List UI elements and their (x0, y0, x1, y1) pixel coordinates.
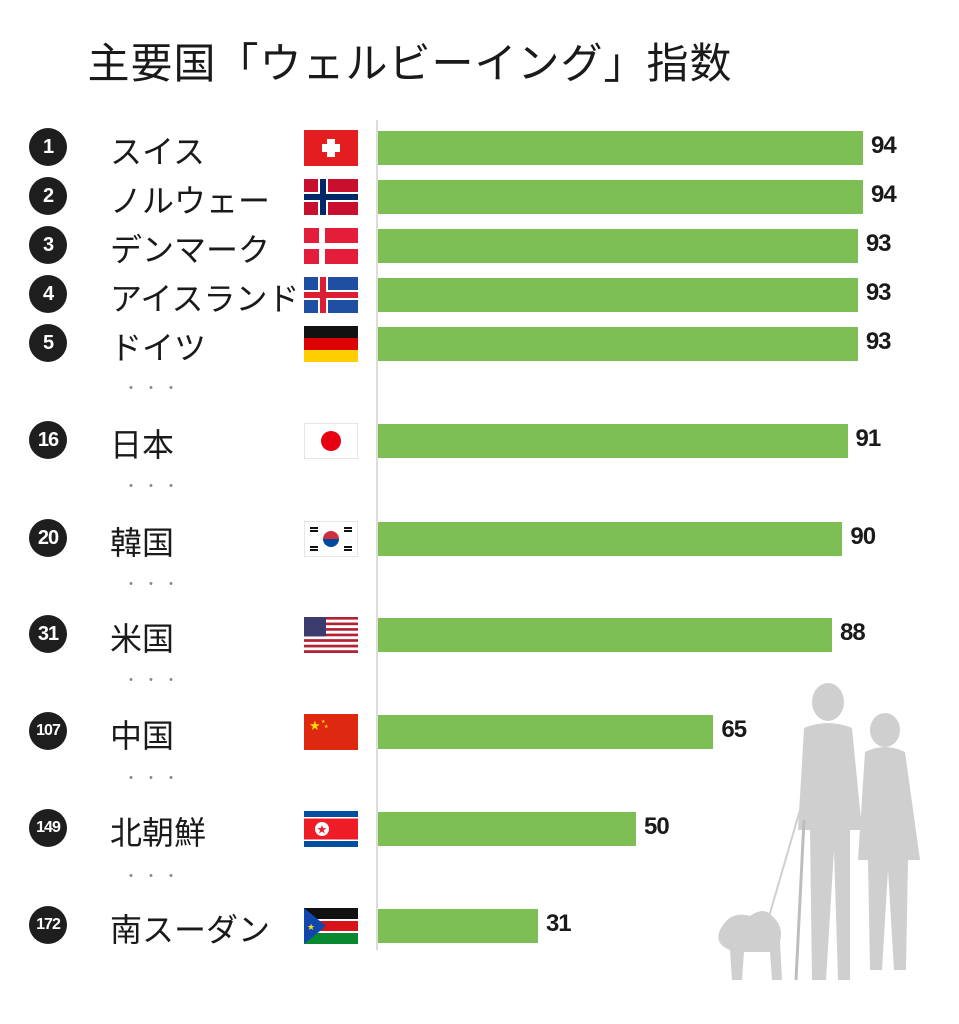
bar (378, 424, 848, 458)
north-korea-flag: ★ (304, 811, 358, 847)
bar (378, 522, 843, 556)
bar (378, 327, 858, 361)
country-label: 中国 (110, 717, 175, 755)
gap-marker: ・・・ (124, 479, 184, 495)
south-korea-flag (303, 520, 359, 558)
rank-badge: 4 (29, 275, 67, 313)
rank-badge: 20 (29, 519, 67, 557)
china-flag: ★ ★ ★ (304, 714, 358, 750)
country-label: 韓国 (110, 524, 175, 562)
bar (378, 180, 863, 214)
bar-row: 16 日本 91 (0, 415, 959, 464)
axis-line (376, 120, 378, 950)
bar-row: 20 韓国 90 (0, 513, 959, 562)
svg-text:★: ★ (307, 923, 315, 933)
rank-badge: 5 (29, 324, 67, 362)
chart-title: 主要国「ウェルビーイング」指数 (87, 39, 733, 88)
usa-flag (304, 617, 358, 653)
svg-text:★: ★ (324, 724, 329, 730)
bar-row: 4 アイスランド 93 (0, 269, 959, 318)
germany-flag (304, 326, 358, 362)
rank-badge: 172 (29, 906, 67, 944)
country-label: アイスランド (110, 280, 300, 318)
bar (378, 812, 636, 846)
rank-badge: 149 (29, 809, 67, 847)
value-label: 88 (840, 619, 866, 646)
rank-badge: 31 (29, 615, 67, 653)
rank-badge: 3 (29, 226, 67, 264)
denmark-flag (304, 228, 358, 264)
value-label: 93 (865, 279, 892, 306)
country-label: スイス (110, 133, 206, 171)
gap-marker: ・・・ (124, 673, 184, 689)
bar-row: 107 中国 ★ ★ ★ 65 (0, 706, 959, 755)
bar-row: 3 デンマーク 93 (0, 220, 959, 269)
elderly-couple-with-dog-illustration (718, 683, 920, 981)
country-label: 北朝鮮 (110, 814, 207, 852)
bar (378, 131, 863, 165)
bar (378, 715, 714, 749)
norway-flag (304, 179, 358, 215)
gap-marker: ・・・ (124, 577, 184, 593)
value-label: 91 (855, 425, 882, 452)
bar (378, 909, 538, 943)
country-label: ドイツ (110, 329, 207, 367)
rank-badge: 16 (29, 421, 67, 459)
country-label: 南スーダン (110, 911, 271, 949)
value-label: 94 (871, 181, 897, 208)
gap-marker: ・・・ (124, 771, 184, 787)
value-label: 65 (721, 716, 747, 743)
iceland-flag (304, 277, 358, 313)
bar (378, 618, 833, 652)
value-label: 50 (643, 813, 670, 840)
bar-row: 5 ドイツ 93 (0, 318, 959, 367)
bar-row: 2 ノルウェー 94 (0, 171, 959, 220)
value-label: 90 (850, 523, 876, 550)
bar-row: 31 米国 88 (0, 609, 959, 658)
country-label: ノルウェー (110, 182, 271, 220)
svg-text:★: ★ (309, 719, 321, 734)
japan-flag (303, 422, 359, 460)
switzerland-flag (304, 130, 358, 166)
gap-marker: ・・・ (124, 381, 184, 397)
south-sudan-flag: ★ (304, 908, 358, 944)
rank-badge: 1 (29, 128, 67, 166)
rank-badge: 2 (29, 177, 67, 215)
svg-text:★: ★ (321, 719, 326, 725)
country-label: 米国 (110, 620, 175, 658)
gap-marker: ・・・ (124, 869, 184, 885)
bar-row: 1 スイス 94 (0, 122, 959, 171)
rank-badge: 107 (29, 712, 67, 750)
svg-text:★: ★ (317, 823, 328, 837)
value-label: 94 (871, 132, 897, 159)
value-label: 31 (545, 910, 572, 937)
country-label: デンマーク (110, 231, 271, 269)
value-label: 93 (865, 230, 892, 257)
country-label: 日本 (110, 426, 175, 464)
bar-row: 172 南スーダン ★ 31 (0, 900, 959, 949)
bar (378, 278, 858, 312)
bar (378, 229, 858, 263)
bar-row: 149 北朝鮮 ★ 50 (0, 803, 959, 852)
value-label: 93 (865, 328, 892, 355)
